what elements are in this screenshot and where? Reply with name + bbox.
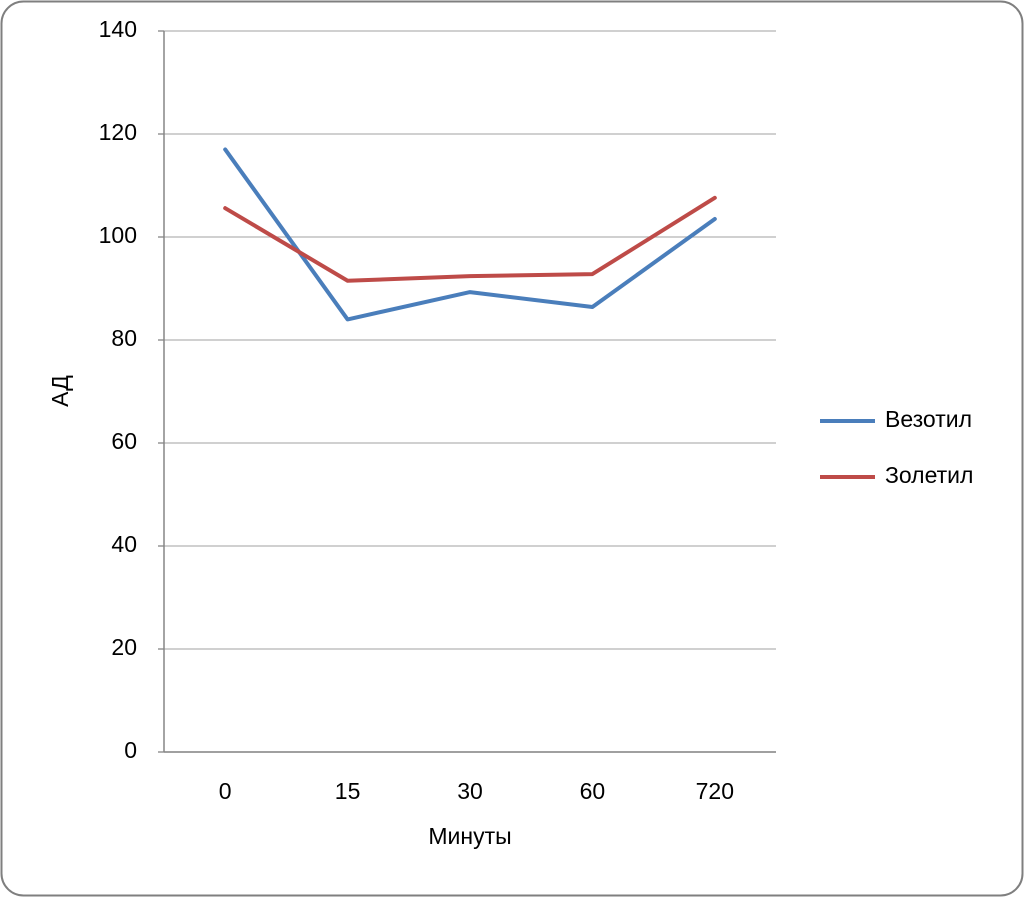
x-tick-label: 15 [335,778,361,804]
y-tick-label: 60 [111,428,137,454]
series-line [223,195,717,283]
y-tick-label: 100 [99,222,137,248]
y-tick-label: 20 [111,634,137,660]
y-axis-title: АД [47,375,73,407]
x-tick-label: 60 [580,778,606,804]
y-tick-label: 140 [99,16,137,42]
y-tick-label: 120 [99,119,137,145]
x-tick-label: 0 [219,778,232,804]
legend-label: Везотил [885,406,972,432]
series-line [223,147,717,322]
y-tick-label: 0 [124,737,137,763]
x-axis-title: Минуты [428,823,511,849]
y-tick-label: 80 [111,325,137,351]
y-tick-label: 40 [111,531,137,557]
legend-label: Золетил [885,462,973,488]
x-tick-label: 30 [457,778,483,804]
x-tick-label: 720 [696,778,734,804]
